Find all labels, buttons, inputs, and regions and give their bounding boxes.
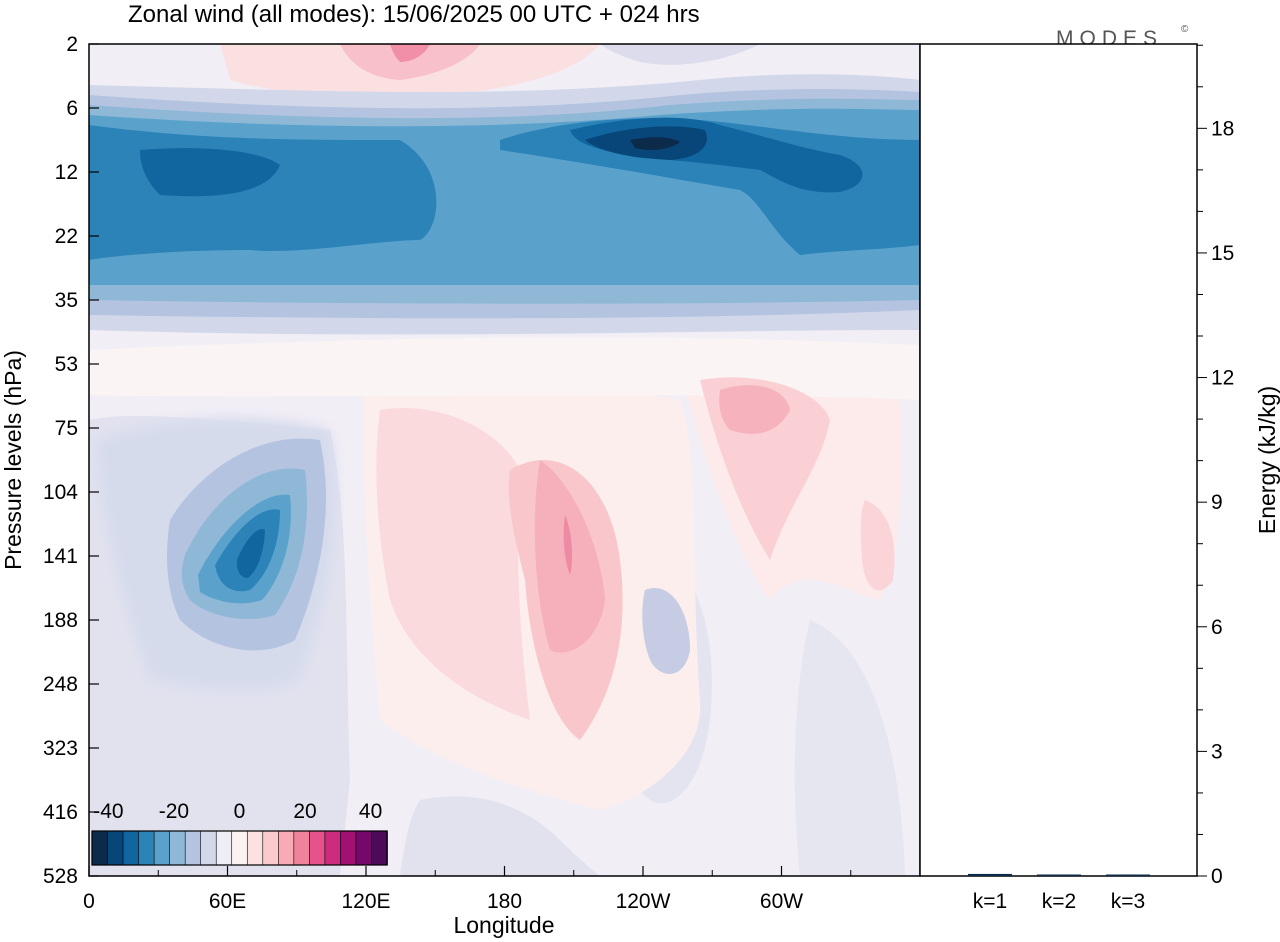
easterly-maximum <box>630 137 680 150</box>
y-tick-label: 6 <box>66 97 78 120</box>
colorbar-cell <box>246 830 264 866</box>
y-tick-label: 35 <box>55 289 78 312</box>
colorbar-cell <box>215 830 233 866</box>
colorbar-cell <box>169 830 186 866</box>
colorbar-tick-label: 40 <box>359 800 382 823</box>
energy-bar <box>968 873 1012 876</box>
upper-westerly-maximum <box>390 44 430 62</box>
energy-axis-label: Energy (kJ/kg) <box>1254 386 1280 534</box>
colorbar-tick-label: 0 <box>234 800 246 823</box>
energy-tick-label: 0 <box>1211 865 1223 888</box>
energy-category-label: k=2 <box>1042 890 1076 913</box>
westerly-region <box>376 408 530 720</box>
y-tick-label: 248 <box>43 673 78 696</box>
colorbar-frame <box>91 830 388 866</box>
colorbar-cell <box>355 830 373 866</box>
westerly-maximum <box>563 515 573 575</box>
westerly-region <box>860 500 895 591</box>
energy-category-label: k=1 <box>973 890 1007 913</box>
x-axis: 0 60E 120E 180 120W 60W <box>83 866 852 913</box>
y-tick-label: 323 <box>43 737 78 760</box>
x-tick-label: 180 <box>487 890 522 913</box>
energy-frame <box>919 43 1198 877</box>
colorbar-tick-label: -20 <box>159 800 189 823</box>
y-tick-label: 12 <box>55 161 78 184</box>
colorbar-cell <box>309 830 326 866</box>
x-axis-label: Longitude <box>453 912 554 938</box>
energy-tick-label: 15 <box>1211 242 1234 265</box>
chart-title: Zonal wind (all modes): 15/06/2025 00 UT… <box>128 1 700 28</box>
weak-easterly-region <box>400 796 600 876</box>
energy-bar <box>1106 874 1150 876</box>
y-tick-label: 416 <box>43 801 78 824</box>
colorbar-cell <box>138 830 155 866</box>
colorbar-cell <box>200 830 218 866</box>
colorbar: -40 -20 0 20 40 <box>91 800 388 866</box>
colorbar-tick-label: 20 <box>293 800 316 823</box>
x-tick-label: 120W <box>616 890 671 913</box>
westerly-core <box>719 385 790 434</box>
energy-bar <box>1037 874 1081 876</box>
energy-tick-label: 6 <box>1211 616 1223 639</box>
y-tick-label: 528 <box>43 865 78 888</box>
colorbar-cell <box>184 830 202 866</box>
y-tick-label: 2 <box>66 33 78 56</box>
energy-category-label: k=3 <box>1111 890 1145 913</box>
weak-easterly-region <box>794 620 905 876</box>
colorbar-cell <box>262 830 280 866</box>
energy-panel: 0 3 6 9 12 15 18 k=1 k=2 k=3 Energy (kJ/kg) <box>919 43 1280 913</box>
colorbar-cell <box>231 830 249 866</box>
colorbar-cell <box>278 830 295 866</box>
colorbar-cell <box>324 830 342 866</box>
energy-tick-label: 9 <box>1211 491 1223 514</box>
zonal-wind-heatmap <box>89 44 920 876</box>
upper-westerly-core <box>340 44 480 80</box>
energy-y-axis: 0 3 6 9 12 15 18 <box>1197 44 1234 888</box>
x-tick-label: 60W <box>760 890 803 913</box>
easterly-region <box>600 44 760 65</box>
energy-tick-label: 18 <box>1211 117 1234 140</box>
y-axis-label: Pressure levels (hPa) <box>0 350 26 570</box>
y-tick-label: 22 <box>55 225 78 248</box>
colorbar-tick-label: -40 <box>93 800 123 823</box>
y-tick-label: 104 <box>43 481 78 504</box>
x-tick-label: 0 <box>83 890 95 913</box>
y-axis: 2 6 12 22 35 53 75 104 141 188 248 323 416 528 <box>43 33 99 888</box>
colorbar-cell <box>153 830 171 866</box>
easterly-core <box>140 148 280 197</box>
x-tick-label: 60E <box>209 890 246 913</box>
colorbar-cell <box>371 830 388 866</box>
easterly-maximum <box>236 529 265 578</box>
easterly-region <box>642 588 690 674</box>
colorbar-cell <box>293 830 311 866</box>
easterly-core <box>89 125 437 260</box>
colorbar-cell <box>91 830 109 866</box>
y-tick-label: 141 <box>43 545 78 568</box>
x-tick-label: 120E <box>341 890 390 913</box>
y-tick-label: 75 <box>55 417 78 440</box>
energy-tick-label: 3 <box>1211 740 1223 763</box>
logo-copyright-mark: © <box>1181 24 1189 35</box>
colorbar-cell <box>122 830 140 866</box>
y-tick-label: 53 <box>55 353 78 376</box>
energy-tick-label: 12 <box>1211 367 1234 390</box>
colorbar-cell <box>340 830 357 866</box>
y-tick-label: 188 <box>43 609 78 632</box>
colorbar-cell <box>107 830 124 866</box>
